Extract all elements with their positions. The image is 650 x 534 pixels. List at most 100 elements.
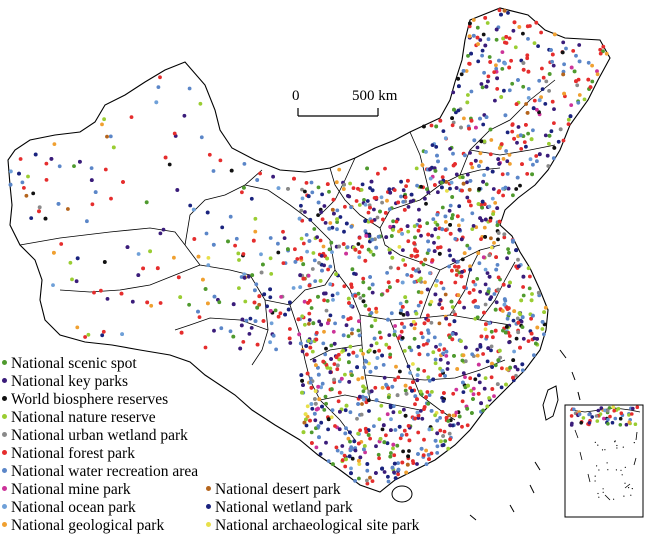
site-dot xyxy=(409,274,414,278)
site-dot xyxy=(489,295,494,300)
site-dot xyxy=(265,304,269,309)
site-dot xyxy=(481,408,485,413)
site-dot xyxy=(197,315,202,319)
site-dot xyxy=(424,462,429,466)
site-dot xyxy=(390,255,395,260)
site-dot xyxy=(495,382,500,386)
site-dot xyxy=(341,348,345,353)
site-dot xyxy=(478,151,483,156)
site-dot xyxy=(396,200,401,205)
site-dot xyxy=(415,378,420,383)
site-dot xyxy=(440,185,444,190)
site-dot xyxy=(446,446,451,451)
site-dot xyxy=(295,257,300,261)
island-dot xyxy=(622,446,624,448)
site-dot xyxy=(363,229,368,234)
site-dot xyxy=(457,300,462,305)
site-dot xyxy=(531,106,536,111)
site-dot xyxy=(307,311,312,316)
site-dot xyxy=(161,227,166,232)
site-dot xyxy=(439,439,443,444)
site-dot xyxy=(307,283,312,288)
site-dot xyxy=(381,363,386,367)
site-dot xyxy=(324,346,328,351)
site-dot xyxy=(369,324,374,329)
site-dot xyxy=(469,388,474,393)
site-dot xyxy=(345,245,350,250)
site-dot xyxy=(459,72,464,77)
site-dot xyxy=(416,345,421,349)
site-dot xyxy=(480,48,485,53)
site-dot xyxy=(484,322,488,327)
site-dot xyxy=(397,245,402,249)
site-dot xyxy=(446,419,451,423)
site-dot xyxy=(370,290,375,295)
site-dot xyxy=(101,329,106,334)
site-dot xyxy=(251,238,256,243)
site-dot xyxy=(492,292,497,296)
site-dot xyxy=(404,432,409,437)
island-dot xyxy=(602,488,604,490)
site-dots xyxy=(8,8,609,486)
site-dot xyxy=(486,289,491,294)
site-dot xyxy=(426,190,431,195)
site-dot xyxy=(149,303,154,308)
site-dot xyxy=(478,216,482,221)
site-dot xyxy=(396,266,401,271)
site-dot xyxy=(220,225,225,230)
site-dot xyxy=(338,409,342,414)
site-dot xyxy=(415,373,420,377)
site-dot xyxy=(388,285,392,290)
site-dot xyxy=(462,251,467,256)
site-dot xyxy=(231,302,236,307)
site-dot xyxy=(353,294,358,298)
site-dot xyxy=(590,79,595,84)
site-dot xyxy=(453,264,457,269)
site-dot xyxy=(357,319,361,324)
site-dot xyxy=(483,376,488,380)
site-dot xyxy=(355,354,359,358)
site-dot xyxy=(334,180,339,185)
taiwan-island xyxy=(542,385,559,421)
site-dot xyxy=(392,332,397,337)
site-dot xyxy=(51,283,55,287)
site-dot xyxy=(343,204,347,209)
site-dot xyxy=(384,235,389,240)
site-dot xyxy=(417,218,422,223)
legend-dot-icon xyxy=(2,467,7,473)
site-dot xyxy=(389,428,393,432)
site-dot xyxy=(420,335,425,340)
island-dot xyxy=(594,475,596,477)
site-dot xyxy=(368,475,372,480)
site-dot xyxy=(268,295,273,300)
site-dot xyxy=(433,438,438,443)
site-dot xyxy=(70,277,74,282)
site-dot xyxy=(338,215,343,219)
site-dot xyxy=(542,310,546,314)
site-dot xyxy=(547,72,552,76)
site-dot xyxy=(74,279,79,284)
site-dot xyxy=(520,325,525,329)
site-dot xyxy=(337,357,342,362)
site-dot xyxy=(356,242,361,246)
site-dot xyxy=(327,226,332,231)
site-dot xyxy=(471,386,476,391)
site-dot xyxy=(350,267,355,272)
site-dot xyxy=(460,188,464,193)
site-dot xyxy=(493,328,498,333)
site-dot xyxy=(500,172,505,177)
site-dot xyxy=(198,101,203,106)
site-dot xyxy=(445,367,450,371)
site-dot xyxy=(356,431,360,436)
site-dot xyxy=(435,212,440,217)
site-dot xyxy=(388,405,393,410)
hainan-island xyxy=(391,485,413,503)
site-dot xyxy=(199,135,204,140)
site-dot xyxy=(207,152,212,157)
site-dot xyxy=(466,54,470,58)
island-dot xyxy=(607,469,609,471)
site-dot xyxy=(368,436,372,441)
site-dot xyxy=(296,317,301,322)
site-dot xyxy=(453,280,458,285)
site-dot xyxy=(394,219,399,224)
